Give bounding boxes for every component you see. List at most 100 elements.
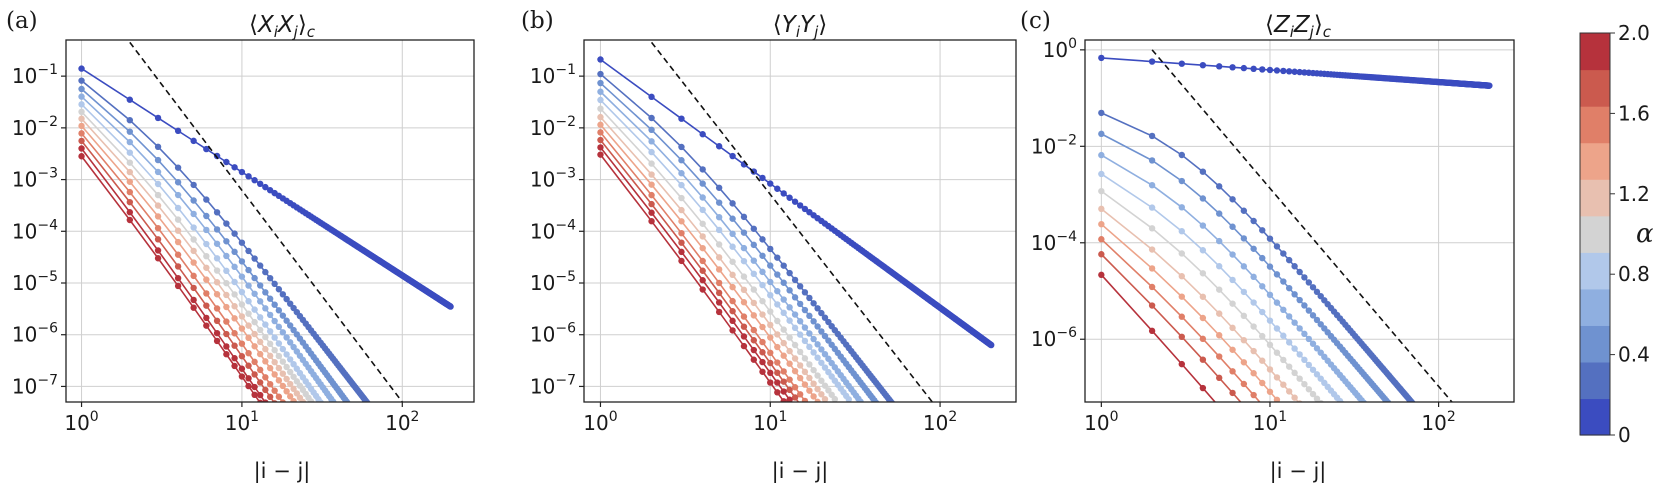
data-point bbox=[729, 327, 736, 334]
data-point bbox=[597, 113, 604, 121]
data-point bbox=[271, 400, 278, 402]
data-point bbox=[1148, 246, 1156, 253]
data-point bbox=[1313, 345, 1321, 352]
data-point bbox=[814, 323, 821, 330]
data-point bbox=[648, 171, 655, 178]
data-point bbox=[307, 398, 315, 402]
data-point bbox=[780, 388, 787, 395]
data-point bbox=[810, 335, 817, 343]
data-point bbox=[1280, 278, 1287, 285]
data-point bbox=[648, 181, 655, 188]
data-point bbox=[251, 290, 258, 297]
series-line-9 bbox=[1100, 253, 1242, 402]
data-point bbox=[767, 278, 774, 286]
data-point bbox=[1273, 243, 1281, 250]
data-point bbox=[796, 300, 804, 308]
data-point bbox=[774, 254, 781, 261]
colorbar-tick-label: 0.4 bbox=[1618, 343, 1650, 367]
data-point bbox=[729, 283, 736, 291]
data-point bbox=[806, 374, 813, 382]
data-point bbox=[780, 398, 787, 402]
data-point bbox=[251, 391, 258, 399]
data-point bbox=[1325, 408, 1331, 414]
data-point bbox=[1098, 54, 1105, 62]
data-point bbox=[256, 350, 264, 358]
data-point bbox=[767, 308, 774, 315]
panel-label-a: (a) bbox=[6, 8, 38, 34]
data-point bbox=[796, 331, 804, 338]
y-tick-label: 10−2 bbox=[1031, 132, 1077, 158]
data-point bbox=[780, 190, 787, 197]
data-point bbox=[78, 153, 85, 160]
data-point bbox=[1216, 353, 1223, 360]
series-line-2 bbox=[1100, 133, 1389, 402]
data-point bbox=[774, 271, 781, 278]
data-point bbox=[238, 239, 246, 246]
data-point bbox=[774, 343, 781, 351]
data-point bbox=[786, 376, 793, 383]
data-point bbox=[1285, 363, 1293, 370]
data-point bbox=[1148, 58, 1156, 65]
data-point bbox=[821, 314, 829, 321]
data-point bbox=[154, 202, 162, 209]
data-point bbox=[245, 322, 252, 329]
colorbar-segment bbox=[1580, 361, 1610, 400]
data-point bbox=[759, 368, 766, 375]
data-point bbox=[821, 396, 829, 402]
data-point bbox=[190, 181, 197, 189]
data-point bbox=[1301, 330, 1308, 338]
data-point bbox=[1280, 381, 1287, 388]
series-line-5 bbox=[80, 111, 313, 402]
data-point bbox=[245, 298, 252, 305]
data-point bbox=[699, 286, 706, 293]
data-point bbox=[1305, 307, 1313, 314]
data-point bbox=[251, 358, 258, 366]
data-point bbox=[78, 130, 85, 137]
data-point bbox=[1229, 346, 1236, 353]
data-point bbox=[796, 362, 804, 369]
data-point bbox=[750, 356, 758, 363]
panel-title-c: ⟨ZiZj⟩c bbox=[1265, 12, 1332, 41]
data-point bbox=[699, 244, 706, 252]
data-point bbox=[699, 277, 706, 284]
data-point bbox=[715, 199, 723, 206]
data-point bbox=[1216, 263, 1223, 270]
data-point bbox=[759, 323, 766, 331]
data-point bbox=[780, 339, 787, 347]
data-point bbox=[1301, 380, 1308, 388]
data-point bbox=[740, 299, 748, 306]
data-point bbox=[1259, 357, 1266, 364]
data-point bbox=[791, 341, 799, 349]
data-point bbox=[1273, 396, 1281, 402]
data-point bbox=[283, 363, 290, 371]
data-point bbox=[126, 116, 134, 124]
data-point bbox=[213, 226, 221, 233]
data-point bbox=[818, 309, 825, 317]
data-point bbox=[729, 243, 736, 250]
data-point bbox=[715, 143, 723, 150]
data-point bbox=[699, 267, 706, 274]
data-point bbox=[371, 409, 377, 415]
data-point bbox=[1178, 313, 1186, 320]
data-point bbox=[780, 296, 787, 303]
data-point bbox=[1229, 196, 1236, 203]
data-point bbox=[78, 65, 85, 72]
data-point bbox=[818, 391, 825, 398]
data-point bbox=[597, 151, 604, 158]
data-point bbox=[1178, 151, 1186, 159]
data-point bbox=[780, 309, 787, 317]
data-point bbox=[678, 194, 685, 202]
data-point bbox=[174, 164, 182, 171]
data-point bbox=[286, 322, 294, 329]
data-point bbox=[786, 347, 793, 355]
data-point bbox=[740, 323, 748, 330]
data-point bbox=[286, 368, 294, 376]
data-point bbox=[203, 145, 210, 153]
data-point bbox=[213, 279, 221, 286]
data-point bbox=[231, 291, 238, 298]
data-point bbox=[801, 368, 809, 376]
y-tick-label: 10−5 bbox=[12, 269, 58, 295]
data-point bbox=[262, 333, 269, 341]
data-point bbox=[801, 324, 809, 331]
data-point bbox=[352, 410, 358, 416]
